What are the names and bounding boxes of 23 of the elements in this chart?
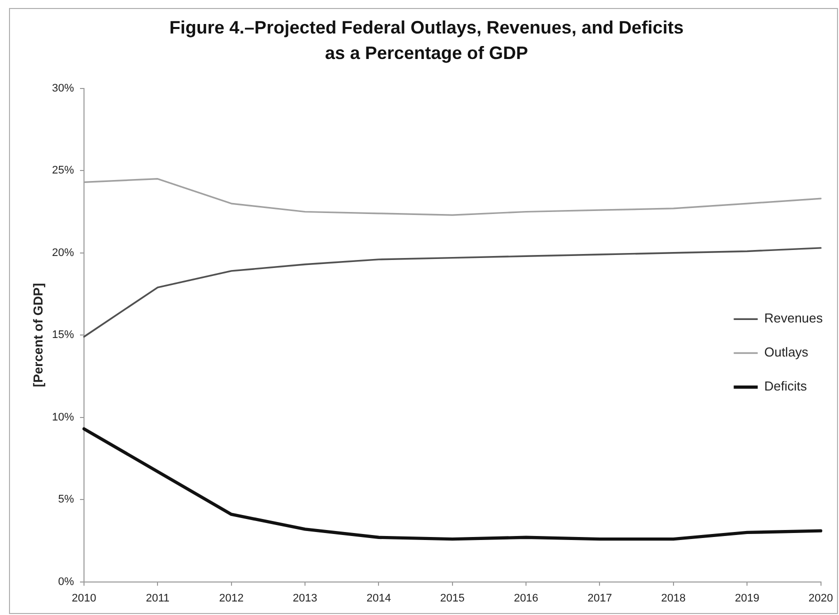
- legend-label: Revenues: [764, 310, 824, 326]
- legend-label: Deficits: [764, 378, 808, 394]
- x-tick-label: 2016: [514, 592, 538, 604]
- x-tick-label: 2012: [219, 592, 244, 604]
- x-tick-label: 2011: [146, 592, 170, 604]
- y-tick-label: 5%: [58, 494, 74, 506]
- y-tick-label: 10%: [52, 411, 74, 424]
- y-tick-label: 30%: [52, 82, 74, 94]
- y-tick-label: 20%: [52, 246, 74, 259]
- legend-label: Outlays: [764, 344, 809, 360]
- x-tick-label: 2010: [72, 592, 96, 604]
- y-tick-label: 0%: [58, 576, 74, 588]
- x-tick-label: 2017: [587, 592, 612, 604]
- chart-title: Figure 4.–Projected Federal Outlays, Revenues, and Deficits as a Percentage of GDP: [169, 18, 684, 63]
- x-tick-label: 2019: [734, 592, 760, 604]
- x-tick-label: 2018: [661, 592, 686, 604]
- y-tick-label: 25%: [52, 164, 74, 177]
- y-axis-title: [Percent of GDP]: [30, 283, 46, 388]
- x-tick-label: 2020: [808, 592, 834, 604]
- x-tick-label: 2015: [440, 592, 465, 604]
- x-tick-label: 2013: [292, 592, 318, 604]
- x-tick-label: 2014: [366, 592, 391, 604]
- y-tick-label: 15%: [52, 329, 74, 342]
